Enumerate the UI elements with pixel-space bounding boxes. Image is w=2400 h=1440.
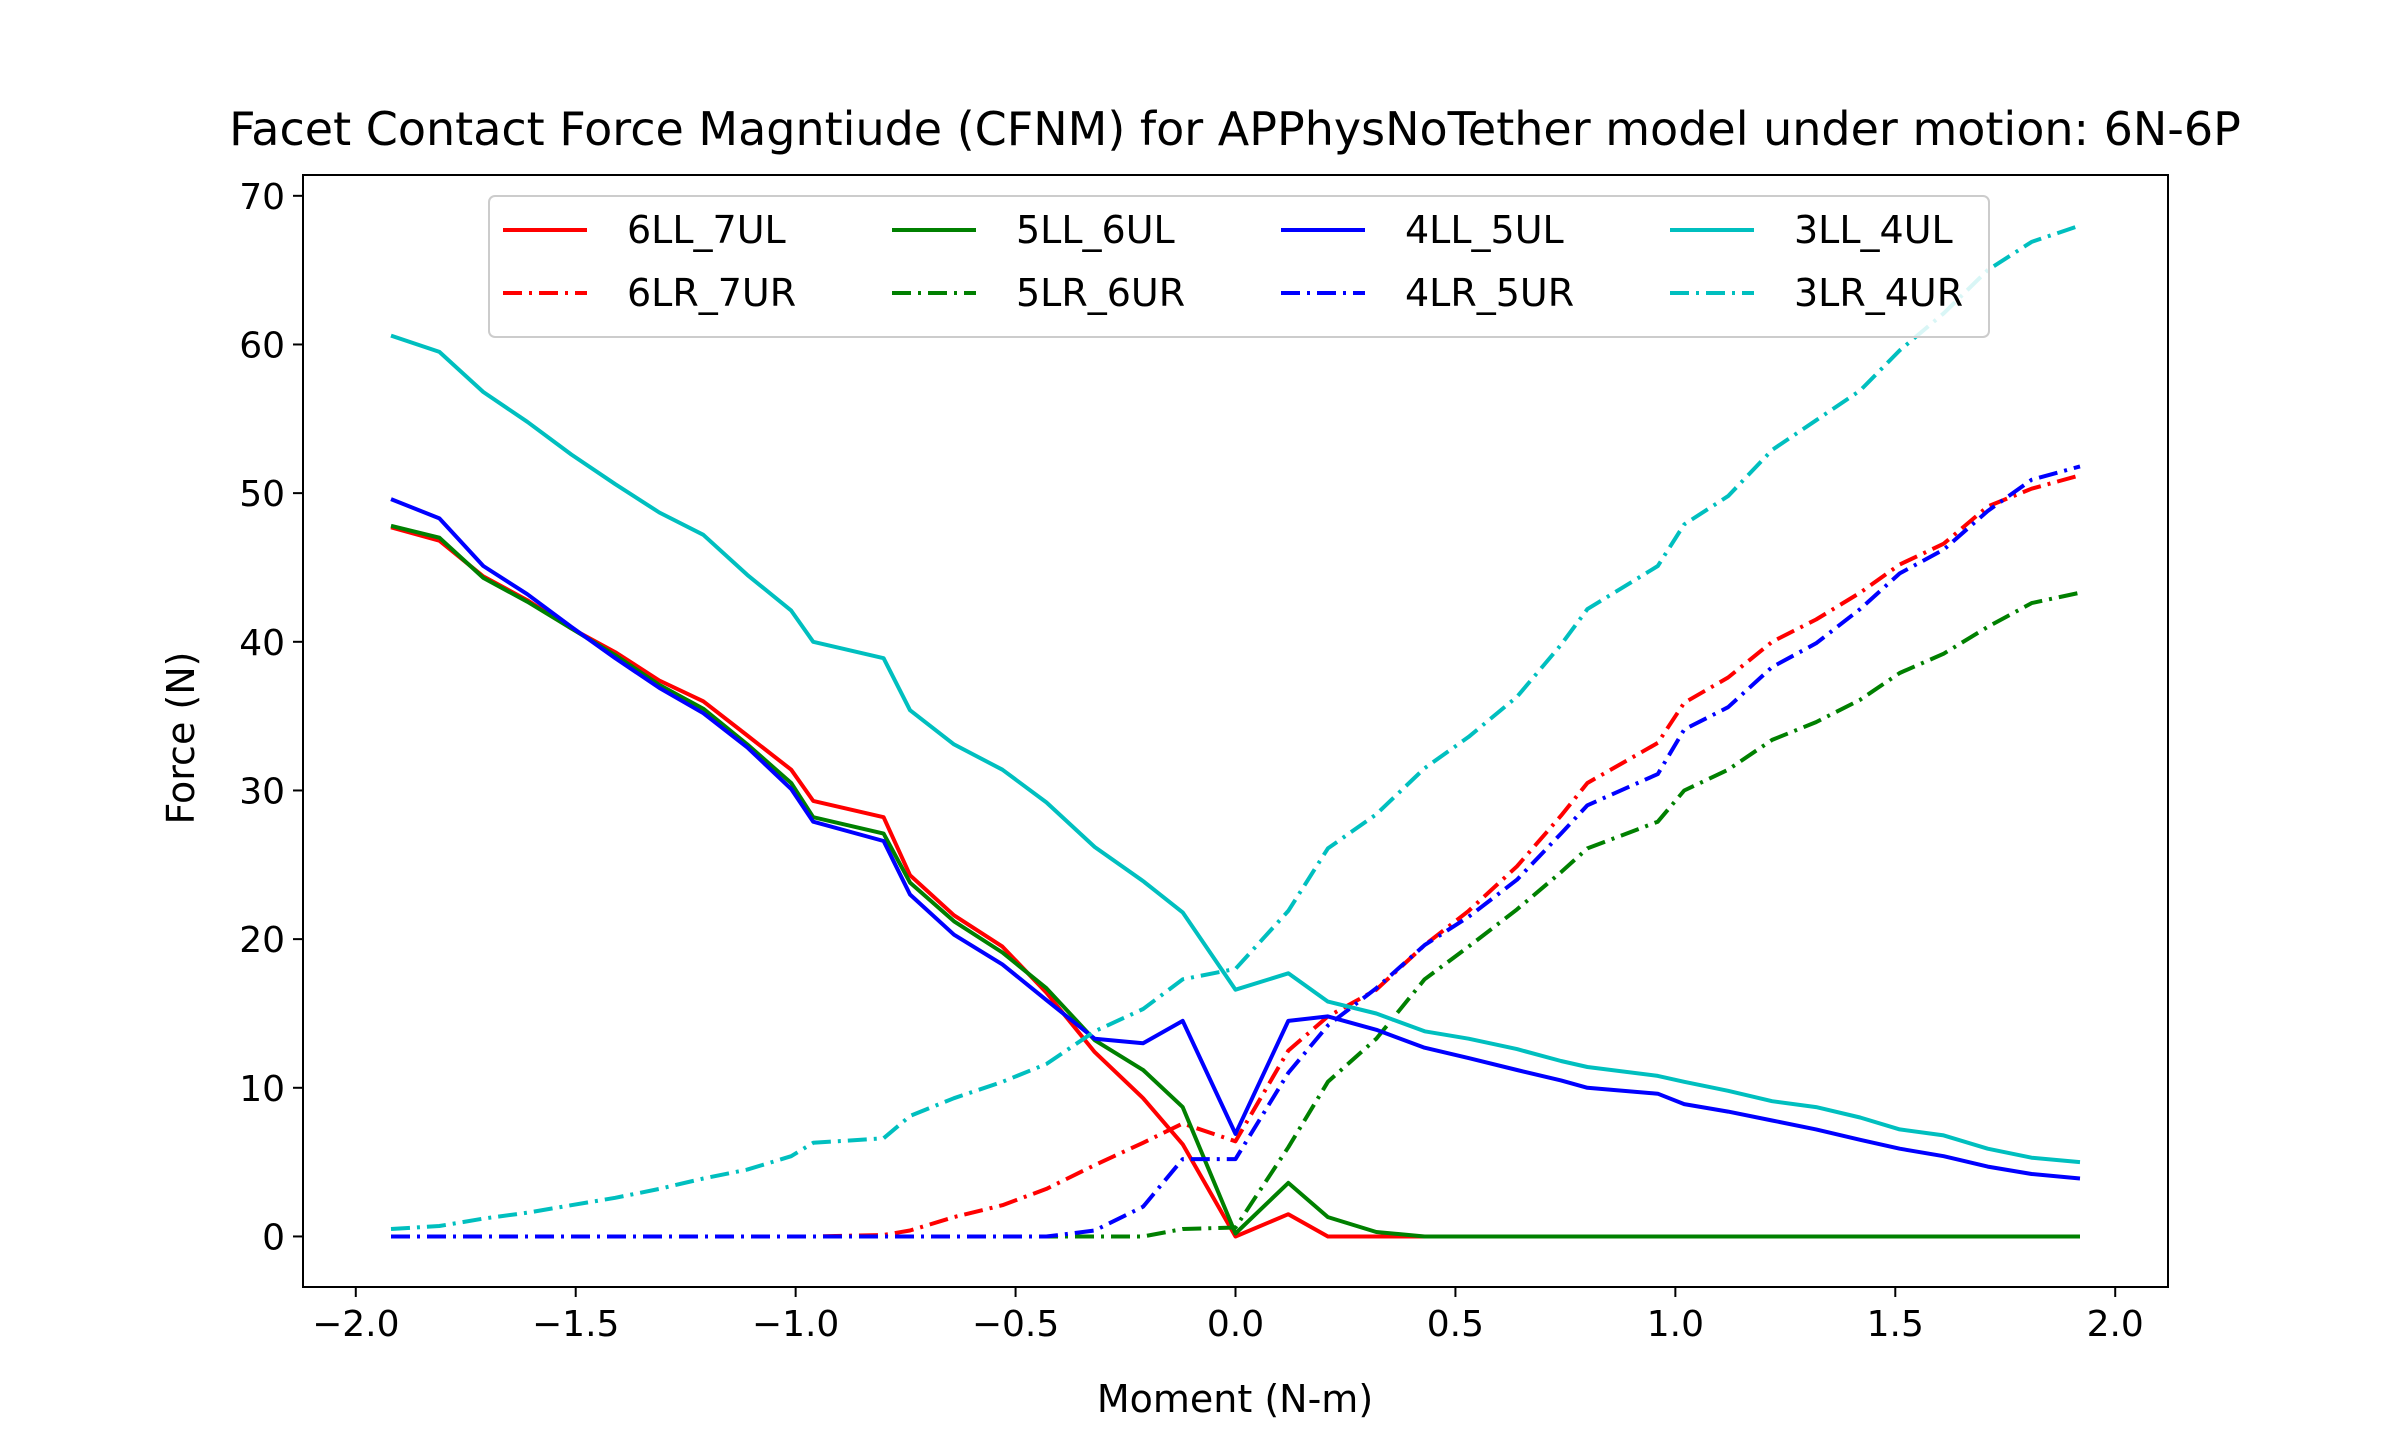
y-tick-label: 0	[262, 1217, 285, 1258]
x-tick-label: −1.0	[752, 1304, 839, 1345]
series-line-5ll-6ul	[390, 523, 2080, 1239]
series-line-3ll-4ul	[390, 333, 2081, 1165]
y-tick-label: 30	[239, 771, 285, 812]
legend-label-4lr-5ur: 4LR_5UR	[1405, 271, 1574, 315]
x-tick-label: −1.5	[532, 1304, 619, 1345]
y-tick-label: 40	[239, 623, 285, 664]
plot-area	[390, 223, 2081, 1239]
series-line-4lr-5ur	[391, 464, 2081, 1239]
legend-box	[488, 195, 1990, 338]
series-lines	[390, 223, 2081, 1239]
x-tick-label: 1.0	[1647, 1304, 1704, 1345]
legend-label-3ll-4ul: 3LL_4UL	[1794, 208, 1953, 252]
y-tick-label: 20	[239, 920, 285, 961]
x-tick-label: −0.5	[972, 1304, 1059, 1345]
chart-title: Facet Contact Force Magntiude (CFNM) for…	[229, 102, 2241, 156]
x-tick-label: 2.0	[2087, 1304, 2144, 1345]
y-axis-title: Force (N)	[159, 652, 203, 825]
series-line-5lr-6ur	[391, 590, 2081, 1239]
x-tick-label: 1.5	[1867, 1304, 1924, 1345]
y-tick-label: 10	[239, 1069, 285, 1110]
legend-label-6lr-7ur: 6LR_7UR	[627, 271, 796, 315]
legend-label-5lr-6ur: 5LR_6UR	[1016, 271, 1185, 315]
x-axis-title: Moment (N-m)	[1097, 1377, 1373, 1421]
y-tick-label: 60	[239, 325, 285, 366]
legend-label-3lr-4ur: 3LR_4UR	[1794, 271, 1963, 315]
y-tick-label: 50	[239, 474, 285, 515]
series-line-6lr-7ur	[391, 473, 2081, 1239]
legend: 6LL_7UL 6LR_7UR 5LL_6UL 5LR_6UR 4LL_5UL 4LR_5…	[488, 195, 1990, 338]
x-tick-label: 0.5	[1427, 1304, 1484, 1345]
legend-label-4ll-5ul: 4LL_5UL	[1405, 208, 1564, 252]
legend-label-5ll-6ul: 5LL_6UL	[1016, 208, 1175, 252]
x-tick-label: −2.0	[312, 1304, 399, 1345]
legend-label-6ll-7ul: 6LL_7UL	[627, 208, 786, 252]
x-tick-label: 0.0	[1207, 1304, 1264, 1345]
series-line-4ll-5ul	[390, 497, 2081, 1181]
axes: −2.0 −1.5 −1.0 −0.5 0.0 0.5 1.0 1.5 2.0 0 10 20 30 40…	[239, 174, 2169, 1345]
y-tick-label: 70	[239, 177, 285, 218]
